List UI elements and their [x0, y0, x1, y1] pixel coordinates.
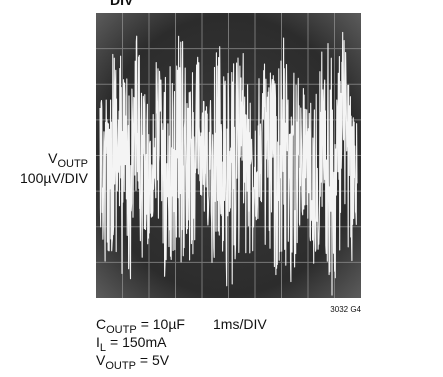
condition-subscript: L	[100, 342, 106, 354]
condition-subscript: OUTP	[105, 360, 136, 372]
condition: COUTP = 10µF	[96, 316, 185, 336]
condition-symbol: I	[96, 334, 100, 350]
condition: VOUTP = 5V	[96, 352, 170, 372]
y-scale: 100µV/DIV	[20, 170, 89, 186]
condition-value: = 5V	[140, 352, 170, 368]
condition: IL = 150mA	[96, 334, 167, 354]
condition-value: = 150mA	[110, 334, 167, 350]
condition-value: = 10µF	[141, 316, 185, 332]
y-label: VOUTP	[48, 150, 88, 170]
noise-trace	[99, 31, 358, 296]
figure-id: 3032 G4	[330, 305, 361, 314]
y-label-subscript: OUTP	[57, 158, 88, 170]
condition-symbol: C	[96, 316, 106, 332]
condition-subscript: OUTP	[106, 324, 137, 336]
x-scale: 1ms/DIV	[213, 316, 267, 332]
top-label: DIV	[110, 0, 134, 8]
condition-symbol: V	[96, 352, 106, 368]
y-label-symbol: V	[48, 150, 58, 166]
